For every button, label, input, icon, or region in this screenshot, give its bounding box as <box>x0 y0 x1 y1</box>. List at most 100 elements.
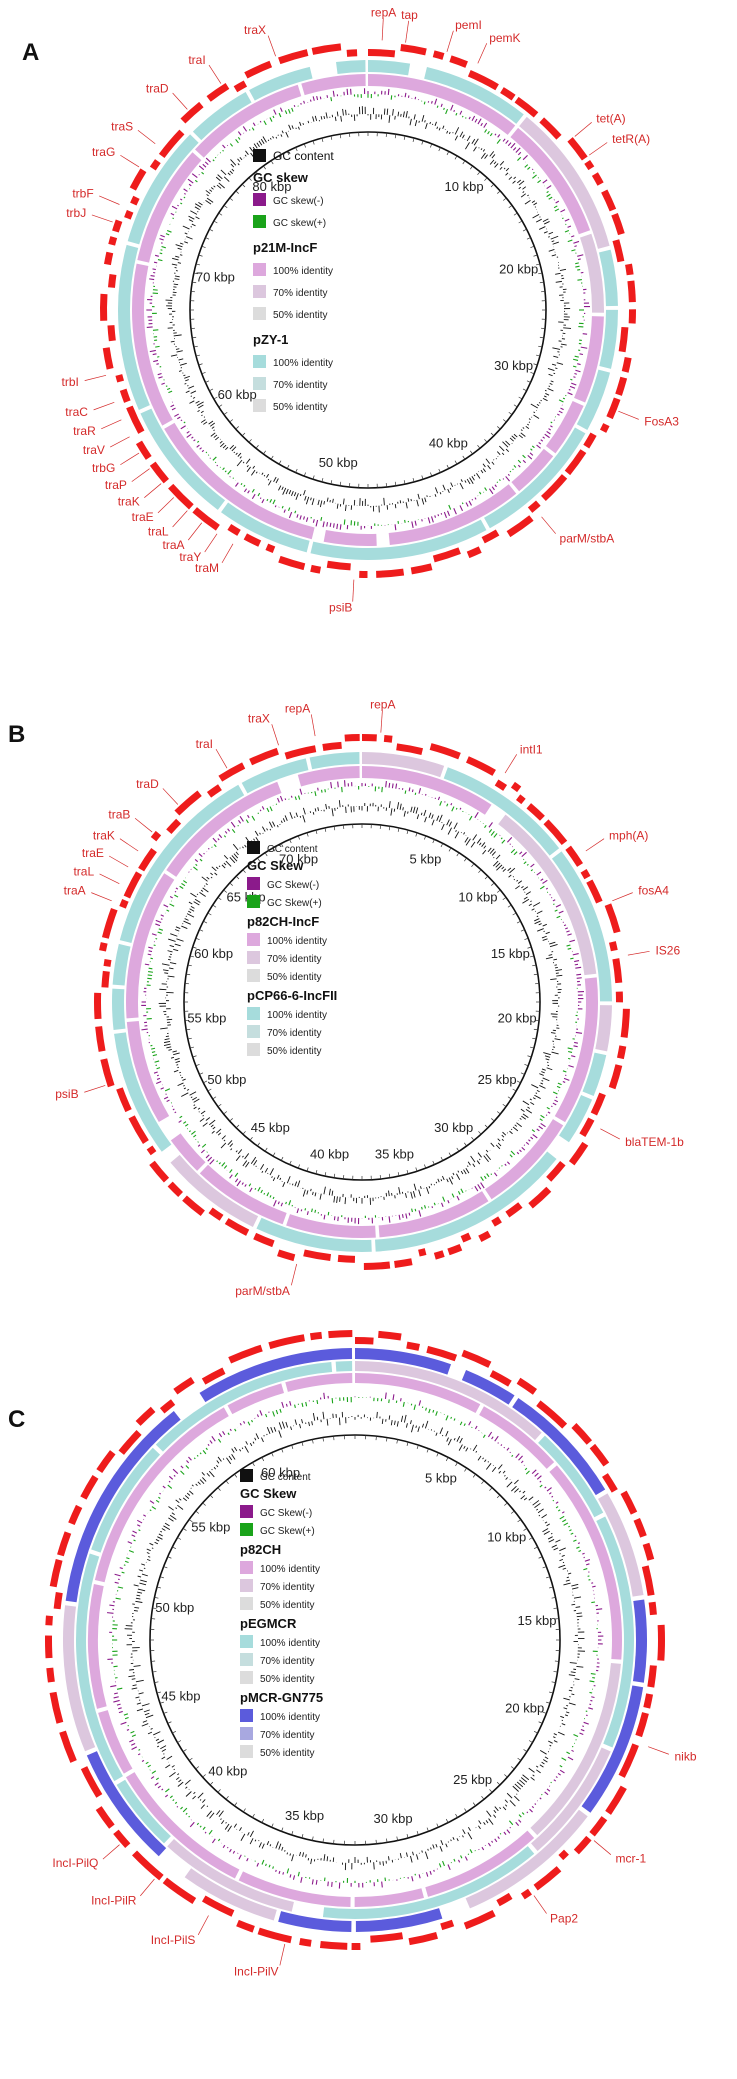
gc-skew-bar <box>126 1728 130 1731</box>
gc-content-bar <box>160 1530 163 1533</box>
gc-skew-bar <box>558 410 563 414</box>
legend-identity-swatch <box>240 1727 253 1740</box>
gc-skew-bar <box>530 448 533 451</box>
gc-skew-bar <box>450 803 453 806</box>
gc-content-bar <box>512 876 515 878</box>
gc-skew-bar <box>309 99 312 102</box>
gc-content-bar <box>544 389 547 392</box>
gc-skew-bar <box>153 359 159 363</box>
gene-block <box>573 1835 592 1855</box>
gc-content-bar <box>179 254 183 256</box>
gc-skew-bar <box>519 851 523 855</box>
gc-content-bar <box>345 504 347 512</box>
kbp-tick-label: 70 kbp <box>196 270 235 285</box>
gc-skew-bar <box>553 903 555 906</box>
gc-content-bar <box>284 815 288 821</box>
gc-content-bar <box>326 497 329 502</box>
identity-segment <box>530 1662 621 1836</box>
tick-mark <box>306 832 309 837</box>
gc-skew-bar <box>121 1571 125 1574</box>
gc-content-bar <box>214 872 218 876</box>
gc-skew-bar <box>289 1401 292 1406</box>
gene-leader-line <box>101 419 122 430</box>
gc-skew-bar <box>446 803 449 807</box>
gc-skew-bar <box>179 1115 183 1119</box>
gene-label: psiB <box>329 601 352 615</box>
gene-block <box>130 195 140 206</box>
gc-content-bar <box>465 1447 469 1452</box>
gene-block <box>604 903 621 934</box>
gc-content-bar <box>258 1842 262 1848</box>
identity-segment <box>241 758 309 794</box>
gc-skew-bar <box>180 1465 184 1469</box>
gc-content-bar <box>511 1485 517 1492</box>
gc-skew-bar <box>526 863 529 866</box>
gene-label: traG <box>92 145 115 159</box>
gc-content-bar <box>137 1591 143 1594</box>
gc-content-bar <box>131 1678 136 1680</box>
gc-content-bar <box>185 379 189 382</box>
gc-content-bar <box>489 151 495 157</box>
gc-content-bar <box>176 350 183 353</box>
gc-content-bar <box>275 136 278 139</box>
tick-mark <box>212 1096 217 1100</box>
tick-mark <box>496 1494 501 1499</box>
gc-content-bar <box>513 433 518 438</box>
gc-skew-bar <box>447 1864 451 1871</box>
gc-content-bar <box>281 130 284 134</box>
legend-skew-pos-swatch <box>240 1523 253 1536</box>
legend-gc-skew-title: GC Skew <box>247 858 304 873</box>
tick-mark <box>530 372 535 375</box>
gc-content-bar <box>541 1514 548 1519</box>
gene-block <box>299 1938 312 1947</box>
legend-identity-label: 50% identity <box>260 1674 314 1685</box>
gc-skew-bar <box>256 1414 259 1418</box>
gc-skew-bar <box>559 1769 565 1774</box>
gc-skew-bar <box>316 96 319 101</box>
gc-skew-bar <box>272 115 275 119</box>
tick-mark <box>261 1457 265 1462</box>
gene-block <box>174 790 202 816</box>
gc-content-bar <box>272 136 274 139</box>
gc-content-bar <box>237 1149 243 1155</box>
tick-mark <box>255 171 259 175</box>
gc-content-bar <box>487 847 492 853</box>
gc-skew-bar <box>116 1687 123 1690</box>
gc-skew-bar <box>540 878 544 882</box>
gc-skew-bar <box>539 1484 543 1488</box>
gc-content-bar <box>211 426 215 429</box>
gc-content-bar <box>552 347 561 350</box>
gc-skew-bar <box>294 796 297 801</box>
gc-skew-bar <box>205 1154 210 1159</box>
gc-content-bar <box>476 473 481 479</box>
tick-mark <box>426 1827 429 1832</box>
gc-skew-bar <box>163 904 169 908</box>
gene-leader-line <box>108 855 129 868</box>
tick-mark <box>424 835 427 840</box>
gc-skew-bar <box>172 1799 175 1802</box>
gc-content-bar <box>136 1594 141 1597</box>
gc-skew-bar <box>542 436 545 439</box>
gc-skew-bar <box>155 1499 160 1503</box>
identity-segment <box>510 127 591 235</box>
gene-label: psiB <box>55 1087 78 1101</box>
gene-leader-line <box>172 510 188 528</box>
gc-content-bar <box>489 159 495 165</box>
tick-mark <box>278 460 282 465</box>
gc-skew-bar <box>574 1535 577 1538</box>
gc-content-bar <box>278 485 282 491</box>
gc-content-bar <box>508 176 513 180</box>
gc-content-bar <box>539 1073 544 1076</box>
gc-content-bar <box>149 1542 154 1546</box>
gc-skew-bar <box>564 218 570 222</box>
gc-skew-bar <box>575 369 581 373</box>
gene-block <box>625 263 634 276</box>
gc-content-bar <box>434 494 437 497</box>
gene-block <box>533 1866 562 1891</box>
gc-skew-bar <box>408 787 411 792</box>
gene-leader-line <box>162 788 179 805</box>
gene-block <box>378 1330 402 1341</box>
gc-skew-bar <box>418 1400 422 1406</box>
gc-skew-bar <box>176 1805 179 1808</box>
tick-mark <box>430 143 433 148</box>
